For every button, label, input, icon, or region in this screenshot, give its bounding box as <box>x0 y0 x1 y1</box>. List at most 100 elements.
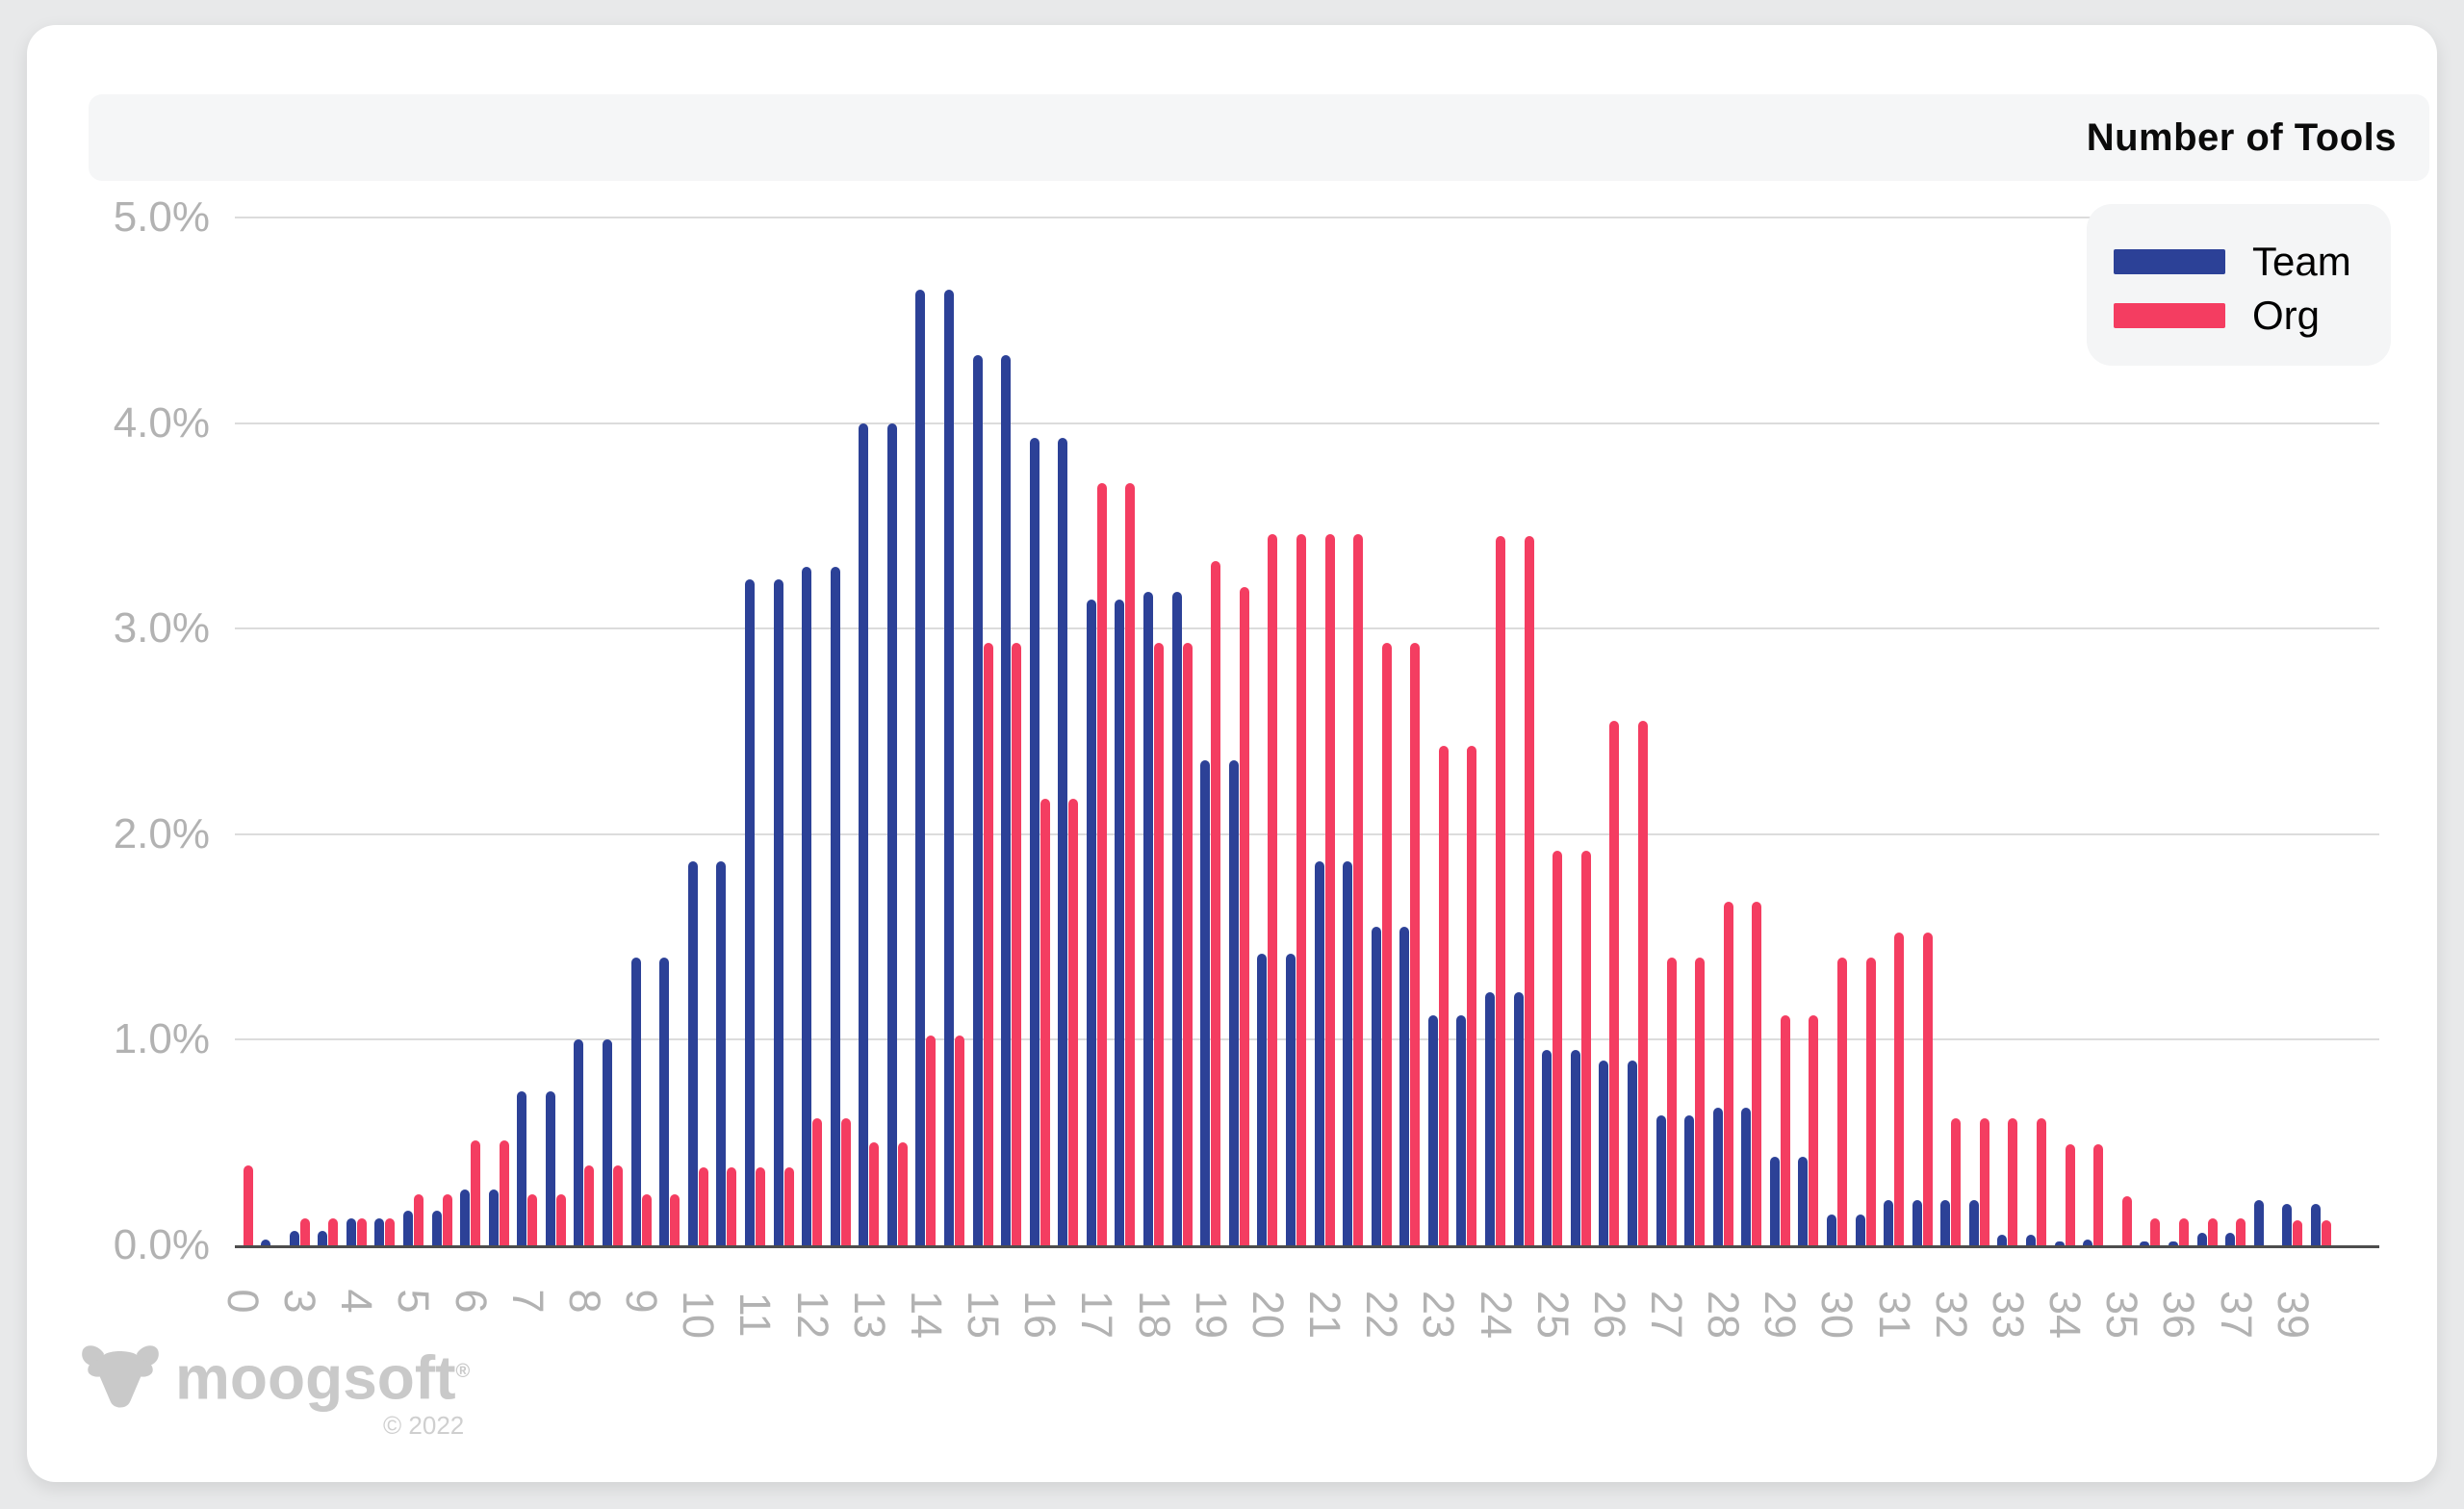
x-tick-label-39: 39 <box>2268 1290 2318 1340</box>
bar-org-27 <box>1666 957 1677 1245</box>
bar-org-14 <box>926 1036 937 1245</box>
bar-org <box>840 1117 851 1245</box>
bar-org-29 <box>1780 1014 1790 1245</box>
bar-team <box>1058 437 1068 1245</box>
bar-org <box>1695 957 1706 1245</box>
bar-team-23 <box>1427 1014 1438 1245</box>
bar-org-12 <box>812 1117 823 1245</box>
bar-team-7 <box>517 1090 527 1245</box>
bar-team-3 <box>289 1231 299 1245</box>
bar-org <box>1637 721 1648 1245</box>
bar-org-15 <box>983 643 993 1245</box>
gridline-1.0% <box>235 1038 2379 1041</box>
x-tick-label-24: 24 <box>1471 1290 1521 1340</box>
bar-team-29 <box>1769 1157 1780 1245</box>
bar-team-14 <box>915 289 926 1245</box>
bar-team <box>1171 591 1182 1245</box>
bar-org-9 <box>641 1193 652 1245</box>
bar-org <box>783 1166 794 1245</box>
bar-team <box>1627 1060 1637 1245</box>
bar-team <box>1513 992 1524 1245</box>
x-tick-label-29: 29 <box>1756 1290 1806 1340</box>
y-tick-label: 1.0% <box>113 1015 210 1063</box>
bar-team-20 <box>1257 953 1268 1245</box>
bar-team <box>603 1039 613 1245</box>
x-tick-label-22: 22 <box>1357 1290 1407 1340</box>
bar-org <box>727 1166 737 1245</box>
bar-team <box>318 1231 328 1245</box>
bar-team <box>2196 1233 2207 1245</box>
bar-org-33 <box>2008 1117 2018 1245</box>
y-tick-label: 5.0% <box>113 193 210 241</box>
bar-team-31 <box>1884 1200 1894 1245</box>
bar-org-37 <box>2236 1218 2246 1245</box>
bar-org <box>1809 1014 1819 1245</box>
bar-team-27 <box>1656 1115 1666 1245</box>
x-tick-label-16: 16 <box>1015 1290 1065 1340</box>
bar-org-11 <box>755 1166 765 1245</box>
bar-org-25 <box>1553 850 1563 1245</box>
x-tick-label-34: 34 <box>2040 1290 2091 1340</box>
x-tick-label-7: 7 <box>502 1289 552 1314</box>
bar-org <box>1125 482 1136 1245</box>
bar-org-34 <box>2065 1144 2075 1245</box>
y-tick-label: 4.0% <box>113 398 210 447</box>
x-tick-label-8: 8 <box>559 1289 609 1314</box>
bar-team <box>1228 759 1239 1245</box>
bar-team-22 <box>1371 926 1381 1245</box>
bar-team-36 <box>2168 1240 2178 1245</box>
bar-team-24 <box>1485 992 1496 1245</box>
bar-team <box>716 860 727 1245</box>
x-tick-label-27: 27 <box>1642 1290 1691 1340</box>
org-swatch <box>2114 303 2225 328</box>
bar-org <box>555 1193 566 1245</box>
x-tick-label-12: 12 <box>787 1290 837 1340</box>
bar-team-17 <box>1086 600 1096 1245</box>
bar-org <box>1922 933 1933 1245</box>
bar-team <box>431 1210 442 1245</box>
bar-org-35 <box>2121 1195 2132 1245</box>
cow-icon <box>79 1340 162 1421</box>
bar-org <box>1467 745 1477 1245</box>
bar-team <box>1399 926 1410 1245</box>
legend-item-team: Team <box>2114 239 2351 285</box>
gridline-5.0% <box>235 217 2379 218</box>
bar-team <box>2083 1239 2093 1245</box>
x-tick-label-5: 5 <box>389 1289 439 1314</box>
chart-title: Number of Tools <box>2086 115 2397 159</box>
bar-team <box>261 1239 271 1245</box>
bar-org-16 <box>1040 799 1050 1245</box>
bar-team <box>773 578 783 1245</box>
bar-team <box>1968 1200 1979 1245</box>
x-tick-label-4: 4 <box>332 1289 382 1314</box>
bar-org <box>2037 1117 2047 1245</box>
bar-org <box>499 1140 509 1245</box>
x-tick-label-36: 36 <box>2154 1290 2204 1340</box>
bar-org-39 <box>2293 1220 2303 1245</box>
bar-org-3 <box>299 1218 310 1245</box>
bar-team <box>2140 1240 2150 1245</box>
x-tick-label-21: 21 <box>1300 1290 1350 1340</box>
bar-org <box>1239 587 1249 1245</box>
x-tick-label-23: 23 <box>1414 1290 1464 1340</box>
bar-org-17 <box>1096 482 1107 1245</box>
x-tick-label-31: 31 <box>1869 1290 1919 1340</box>
bar-org <box>385 1218 396 1245</box>
bar-org <box>2207 1218 2218 1245</box>
bar-team-28 <box>1712 1107 1723 1245</box>
bar-team <box>1912 1200 1922 1245</box>
bar-org-6 <box>471 1140 481 1245</box>
bar-org-31 <box>1894 933 1905 1245</box>
bar-team-9 <box>630 957 641 1245</box>
bar-team-10 <box>687 860 698 1245</box>
chart-header-bar: Number of Tools <box>89 94 2429 181</box>
bar-org-28 <box>1723 902 1733 1245</box>
gridline-2.0% <box>235 832 2379 835</box>
bar-org-10 <box>698 1166 708 1245</box>
bar-team-18 <box>1143 591 1154 1245</box>
y-tick-label: 3.0% <box>113 604 210 652</box>
brand-wordmark: moogsoft® <box>175 1343 471 1413</box>
bar-org <box>1068 799 1079 1245</box>
bar-team <box>1001 355 1012 1245</box>
